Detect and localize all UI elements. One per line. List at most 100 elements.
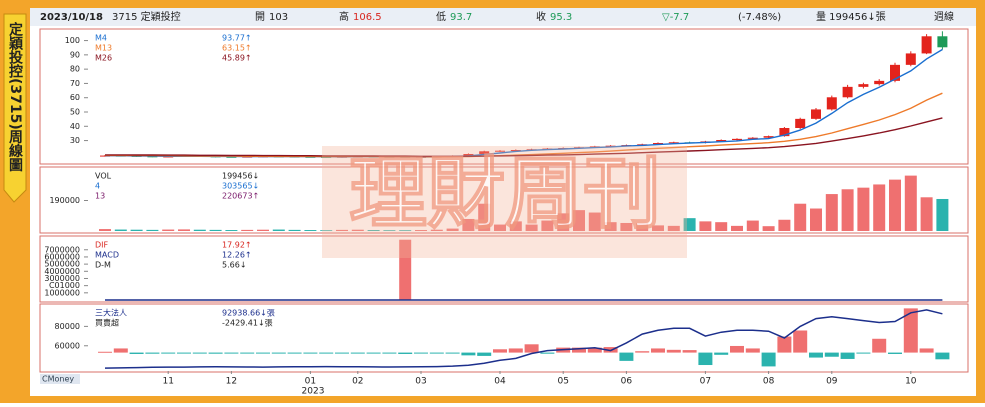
- net-bar: [477, 352, 492, 356]
- legend-name: 4: [95, 182, 100, 191]
- net-bar: [303, 352, 318, 354]
- candle-body: [463, 154, 474, 156]
- legend-value: 17.92↑: [222, 241, 252, 250]
- net-bar: [224, 352, 239, 354]
- y-tick-label: 60000: [55, 341, 80, 350]
- net-bar: [698, 352, 713, 366]
- candle-body: [937, 36, 948, 48]
- bar: [351, 229, 364, 231]
- net-bar: [335, 352, 349, 354]
- net-bar: [319, 352, 334, 354]
- legend-value: 220673↑: [222, 192, 259, 201]
- high-label: 高: [339, 10, 349, 23]
- bar: [857, 187, 870, 231]
- bar: [620, 222, 633, 231]
- net-bar: [619, 352, 634, 361]
- bar: [146, 229, 159, 231]
- net-bar: [240, 352, 255, 354]
- logo-box: [40, 374, 80, 384]
- x-tick-label: 01: [305, 377, 316, 387]
- legend-name: D-M: [95, 261, 111, 270]
- net-bar: [730, 345, 744, 353]
- change-pct: (-7.48%): [738, 12, 781, 23]
- open-label: 開: [255, 11, 265, 23]
- bar: [525, 224, 538, 231]
- bar: [399, 239, 412, 300]
- holding-line: [104, 309, 943, 369]
- side-tab: [3, 13, 27, 203]
- bar: [604, 222, 617, 231]
- net-bar: [445, 352, 460, 354]
- bar: [367, 230, 380, 231]
- bar: [667, 225, 680, 231]
- legend-value: 63.15↑: [222, 44, 252, 53]
- x-tick-label: 02: [352, 377, 363, 387]
- legend-value: 5.66↓: [222, 261, 247, 270]
- candle-body: [716, 140, 727, 142]
- ma-line: [105, 117, 943, 157]
- x-tick-label: 03: [415, 377, 426, 387]
- bar: [588, 212, 601, 231]
- x-tick-label: 05: [557, 377, 568, 387]
- net-bar: [888, 352, 902, 354]
- bar: [873, 184, 886, 231]
- y-tick-label: 80000: [55, 322, 80, 331]
- bar: [810, 208, 822, 231]
- candle-body: [874, 80, 885, 85]
- y-tick-label: 4000000: [44, 267, 80, 276]
- legend-name: 買賣超: [95, 318, 119, 328]
- bar: [162, 229, 175, 231]
- side-title: 定穎投控(3715)周線圖: [7, 21, 23, 173]
- bar: [272, 229, 285, 231]
- legend-value: 303565↓: [222, 182, 259, 191]
- candle-body: [795, 118, 806, 128]
- net-bar: [666, 349, 681, 353]
- net-bar: [777, 336, 792, 353]
- legend-name: MACD: [95, 251, 119, 260]
- bar: [478, 203, 491, 231]
- date: 2023/10/18: [40, 12, 103, 23]
- panel-border: [39, 28, 969, 165]
- net-bar: [192, 352, 207, 354]
- y-tick-label: 3000000: [44, 274, 80, 283]
- x-tick-label: 11: [162, 377, 173, 387]
- net-bar: [429, 352, 444, 354]
- panel-area: [30, 8, 976, 396]
- y-tick-label: 60: [70, 93, 80, 102]
- net-bar: [856, 352, 871, 354]
- bar: [336, 229, 348, 231]
- bar: [415, 230, 427, 231]
- candle-body: [842, 86, 853, 98]
- panel-border: [39, 235, 969, 303]
- bar: [446, 228, 459, 231]
- x-tick-label: 04: [494, 377, 506, 387]
- volume: 量 199456↓張: [816, 11, 886, 23]
- stock: 3715 定穎投控: [112, 10, 181, 23]
- net-bar: [572, 347, 586, 353]
- open-value: 103: [269, 12, 288, 23]
- net-bar: [208, 352, 223, 354]
- bar: [509, 221, 522, 231]
- net-bar: [493, 349, 507, 353]
- net-bar: [161, 352, 176, 354]
- bar: [794, 203, 807, 231]
- bar: [825, 194, 838, 231]
- y-tick-label: 30: [70, 136, 80, 145]
- bar: [889, 179, 901, 231]
- net-bar: [903, 308, 918, 353]
- y-tick-label: 100: [65, 36, 80, 45]
- bar: [383, 230, 396, 231]
- panel-border: [39, 303, 969, 373]
- bar: [541, 220, 554, 231]
- bar: [304, 230, 317, 231]
- net-bar: [350, 352, 365, 354]
- net-bar: [271, 352, 286, 354]
- y-tick-label: C01000: [49, 281, 80, 290]
- net-bar: [540, 352, 555, 354]
- close-value: 95.3: [550, 12, 572, 23]
- bar: [462, 218, 475, 231]
- net-bar: [824, 352, 839, 357]
- bar: [652, 225, 664, 231]
- bar: [225, 230, 238, 231]
